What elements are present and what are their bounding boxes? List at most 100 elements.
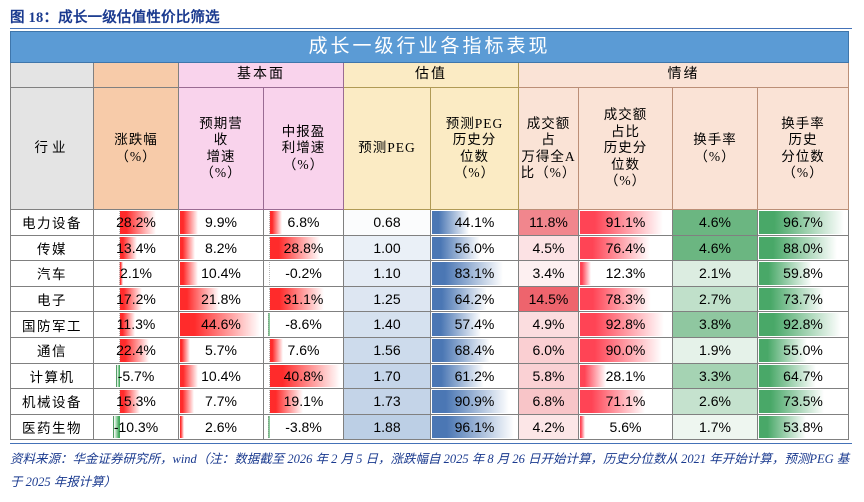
column-header-profit_growth: 中报盈 利增速 （%） (263, 87, 344, 210)
column-header-line: 成交额 (526, 115, 571, 131)
cell-turnover_rate: 1.7% (672, 413, 758, 441)
cell-value: 44.1% (454, 214, 495, 230)
cell-turnover_rate: 4.6% (672, 209, 758, 236)
cell-peg: 1.10 (343, 260, 431, 287)
data-bar (179, 390, 194, 413)
column-header-line: 历史分 (603, 140, 648, 156)
cell-profit_growth: 6.8% (263, 209, 344, 236)
data-bar (758, 211, 845, 234)
cell-value: 13.4% (116, 239, 156, 256)
cell-value: 21.8% (201, 290, 241, 307)
table-row: 电力设备 28.2% 9.9% 6.8% 0.68 44.1% 11.8% 91.1% 4.6%… (10, 209, 850, 236)
cell-peg: 1.56 (343, 336, 431, 364)
cell-turnover_rate: 4.6% (672, 234, 758, 262)
table-row: 传媒 13.4% 8.2% 28.8% 1.00 56.0% 4.5% 76.4% 4.6% 88… (10, 234, 850, 262)
cell-value: 1.9% (699, 341, 731, 358)
column-header-rev_growth: 预期营收增速 （%） (178, 87, 264, 210)
data-bar (579, 415, 586, 439)
column-header-line: 收 (213, 132, 229, 148)
cell-peg: 1.40 (343, 311, 431, 338)
table-head: 成长一级行业各指标表现 基本面 估值 情绪 行业 涨跌幅 （%） 预期营收增速 （%） 中报盈… (9, 31, 850, 210)
cell-peg: 1.70 (343, 362, 431, 390)
row-label-industry: 国防军工 (10, 311, 94, 338)
data-bar (268, 236, 320, 260)
cell-peg: 1.88 (343, 413, 431, 441)
group-header-估值: 估值 (343, 62, 519, 88)
cell-value: 1.88 (373, 418, 401, 435)
data-bar (268, 287, 324, 311)
cell-value: 4.2% (532, 418, 565, 435)
cell-value: 1.25 (373, 290, 401, 307)
cell-value: 2.6% (205, 418, 237, 435)
data-bar (758, 313, 841, 336)
cell-turnover_share_pct: 76.4% (578, 234, 673, 262)
table-wrapper: 成长一级行业各指标表现 基本面 估值 情绪 行业 涨跌幅 （%） 预期营收增速 （%） 中报盈… (9, 31, 850, 441)
cell-rev_growth: 7.7% (178, 388, 264, 415)
cell-peg_pct: 90.9% (430, 388, 519, 415)
cell-value: 5.8% (532, 367, 565, 384)
row-label-industry: 电子 (10, 285, 94, 313)
cell-turnover_rate_pct: 55.0% (756, 336, 850, 364)
cell-value: 2.7% (699, 290, 731, 307)
column-header-line: 历史分 (452, 132, 497, 148)
data-bar (758, 262, 812, 285)
cell-turnover_rate: 3.3% (672, 362, 758, 390)
cell-turnover_share_pct: 90.0% (578, 336, 673, 364)
group-header-基本面: 基本面 (178, 62, 344, 88)
cell-value: 3.4% (532, 265, 565, 282)
data-bar (119, 338, 149, 362)
data-bar (431, 338, 491, 362)
cell-value: 6.8% (532, 393, 565, 410)
cell-turnover_rate: 2.6% (672, 388, 758, 415)
cell-value: 59.8% (783, 265, 823, 282)
table-body: 电力设备 28.2% 9.9% 6.8% 0.68 44.1% 11.8% 91.1% 4.6%… (10, 209, 850, 441)
table-row: 机械设备 15.3% 7.7% 19.1% 1.73 90.9% 6.8% 71.1% 2.6%… (10, 388, 850, 415)
cell-value: 4.6% (699, 239, 731, 256)
cell-value: 9.9% (205, 214, 237, 230)
row-label-industry: 计算机 (10, 362, 94, 390)
data-bar (179, 415, 185, 439)
column-header-line: 预期营 (199, 115, 243, 131)
cell-value: 2.1% (120, 265, 152, 282)
cell-turnover_share: 3.4% (518, 260, 579, 287)
metrics-table: 成长一级行业各指标表现 基本面 估值 情绪 行业 涨跌幅 （%） 预期营收增速 （%） 中报盈… (9, 31, 850, 441)
data-bar (119, 236, 138, 260)
cell-value: 3.8% (699, 316, 731, 333)
cell-turnover_rate_pct: 92.8% (756, 311, 850, 338)
cell-value: 96.7% (783, 214, 823, 230)
cell-value: 2.6% (699, 393, 731, 410)
column-header-line: 利增速 (281, 140, 326, 156)
footnote-divider (10, 443, 852, 444)
cell-value: 22.4% (116, 341, 156, 358)
cell-chg: 2.1% (93, 260, 179, 287)
cell-value: 15.3% (116, 393, 156, 410)
data-bar (758, 364, 816, 388)
cell-value: 56.0% (454, 239, 495, 256)
cell-value: 1.7% (699, 418, 731, 435)
cell-value: 5.7% (205, 341, 237, 358)
cell-value: 68.4% (454, 341, 495, 358)
cell-value: 44.6% (201, 316, 241, 333)
column-header-line: （%） (115, 148, 157, 164)
cell-turnover_rate_pct: 53.8% (756, 413, 850, 441)
cell-value: 90.9% (454, 393, 495, 410)
cell-value: 83.1% (454, 265, 495, 282)
cell-turnover_share: 4.9% (518, 311, 579, 338)
cell-chg: 22.4% (93, 336, 179, 364)
cell-profit_growth: -8.6% (263, 311, 344, 338)
data-bar (119, 262, 123, 285)
cell-turnover_rate: 3.8% (672, 311, 758, 338)
table-row: 医药生物 -10.3% 2.6% -3.8% 1.88 96.1% 4.2% 5.6% 1.7%… (10, 413, 850, 441)
column-header-peg: 预测PEG (343, 87, 431, 210)
cell-rev_growth: 2.6% (178, 413, 264, 441)
column-header-line: 分位数 (781, 148, 825, 164)
cell-profit_growth: 31.1% (263, 285, 344, 313)
column-header-line: （%） (200, 164, 242, 180)
cell-chg: 11.3% (93, 311, 179, 338)
group-header-row: 基本面 估值 情绪 (10, 62, 850, 88)
column-header-line: 占比 (611, 123, 640, 139)
data-bar (579, 287, 652, 311)
data-bar (179, 313, 260, 336)
cell-value: 5.6% (609, 418, 642, 435)
